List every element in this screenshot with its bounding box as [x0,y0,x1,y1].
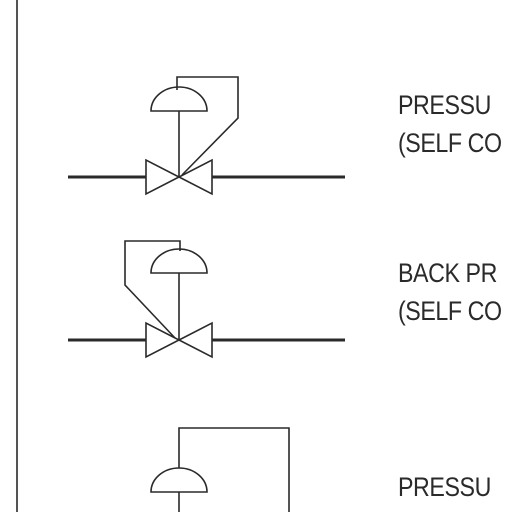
symbol-pressure-regulator-external [150,427,290,512]
sensing-line-downstream [176,76,239,176]
label-line-2: (SELF CO [398,296,502,326]
symbol-label-pressure-reducing: PRESSU (SELF CO [398,86,502,162]
external-sensing-line [178,427,290,512]
symbol-label-back-pressure: BACK PR (SELF CO [398,254,502,330]
label-line-1: PRESSU [398,90,491,120]
sensing-line-upstream [124,240,181,339]
valve-body-left-triangle [145,321,181,359]
symbol-back-pressure-regulator [68,240,345,359]
diaphragm-actuator [150,86,208,112]
diaphragm-actuator [150,248,208,274]
symbol-label-pressure-external: PRESSU [398,468,491,506]
label-line-2: (SELF CO [398,128,502,158]
label-line-1: PRESSU [398,472,491,502]
valve-body-left-triangle [145,158,181,196]
symbol-pressure-reducing-regulator [68,76,345,196]
valve-body-right-triangle [177,158,213,196]
label-line-1: BACK PR [398,258,497,288]
valve-body-right-triangle [177,321,213,359]
diaphragm-actuator [150,467,208,493]
